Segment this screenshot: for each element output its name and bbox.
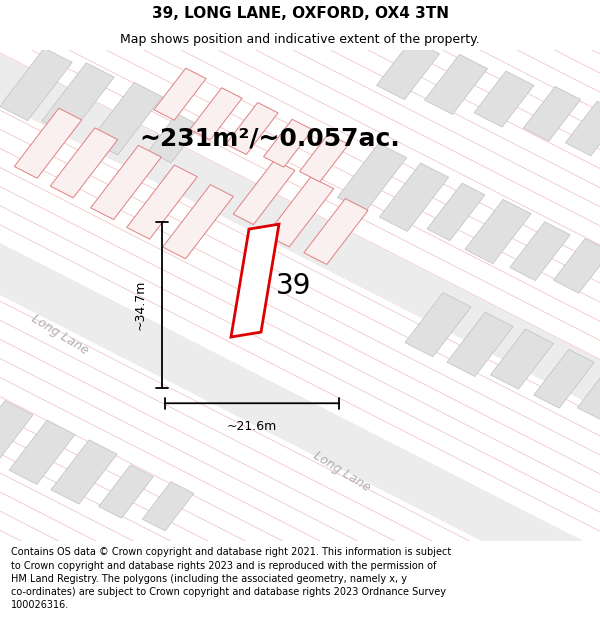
- Polygon shape: [9, 420, 75, 484]
- Polygon shape: [337, 143, 407, 212]
- Polygon shape: [98, 465, 154, 518]
- Polygon shape: [553, 239, 600, 293]
- Polygon shape: [425, 54, 487, 114]
- Text: 39: 39: [276, 271, 312, 299]
- Polygon shape: [510, 222, 570, 281]
- Polygon shape: [263, 119, 313, 167]
- Polygon shape: [534, 349, 594, 408]
- Polygon shape: [304, 199, 368, 264]
- Polygon shape: [427, 183, 485, 241]
- Polygon shape: [377, 39, 439, 99]
- Polygon shape: [379, 163, 449, 231]
- Text: Contains OS data © Crown copyright and database right 2021. This information is : Contains OS data © Crown copyright and d…: [11, 548, 451, 610]
- Polygon shape: [163, 184, 233, 259]
- Polygon shape: [90, 82, 162, 155]
- Polygon shape: [0, 0, 600, 408]
- Text: Long Lane: Long Lane: [29, 312, 91, 358]
- Polygon shape: [233, 160, 295, 224]
- Text: Map shows position and indicative extent of the property.: Map shows position and indicative extent…: [120, 32, 480, 46]
- Text: ~34.7m: ~34.7m: [134, 280, 147, 330]
- Polygon shape: [142, 482, 194, 531]
- Polygon shape: [447, 312, 513, 376]
- Polygon shape: [0, 48, 72, 121]
- Polygon shape: [0, 401, 33, 465]
- Text: ~231m²/~0.057ac.: ~231m²/~0.057ac.: [140, 126, 400, 150]
- Polygon shape: [523, 86, 581, 141]
- Polygon shape: [42, 62, 114, 136]
- Polygon shape: [577, 366, 600, 421]
- Polygon shape: [266, 177, 334, 247]
- Text: Long Lane: Long Lane: [311, 449, 373, 494]
- Polygon shape: [154, 68, 206, 120]
- Polygon shape: [491, 329, 553, 389]
- Polygon shape: [50, 128, 118, 198]
- Polygon shape: [127, 165, 197, 239]
- Polygon shape: [231, 224, 279, 337]
- Polygon shape: [226, 102, 278, 154]
- Polygon shape: [190, 88, 242, 140]
- Polygon shape: [299, 134, 349, 182]
- Polygon shape: [51, 440, 117, 504]
- Polygon shape: [14, 108, 82, 178]
- Polygon shape: [0, 224, 600, 625]
- Polygon shape: [148, 114, 200, 163]
- Text: ~21.6m: ~21.6m: [227, 421, 277, 433]
- Polygon shape: [91, 146, 161, 219]
- Polygon shape: [565, 101, 600, 156]
- Polygon shape: [474, 71, 534, 127]
- Text: 39, LONG LANE, OXFORD, OX4 3TN: 39, LONG LANE, OXFORD, OX4 3TN: [151, 6, 449, 21]
- Polygon shape: [465, 199, 531, 264]
- Polygon shape: [405, 292, 471, 357]
